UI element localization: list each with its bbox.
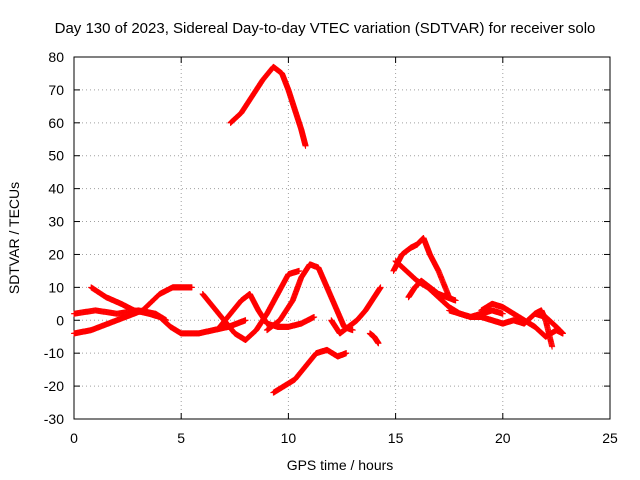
y-tick-label: 0 [56, 312, 64, 328]
axis-ticks: 0 5 10 15 20 25 -30 -20 -10 0 10 20 30 40 50 60 70 80 [44, 49, 618, 446]
data-point [377, 284, 384, 291]
data-point [188, 284, 195, 291]
data-point [343, 350, 350, 357]
x-tick-label: 15 [388, 430, 404, 446]
series-s4 [71, 307, 170, 324]
series-s11 [390, 235, 453, 301]
y-tick-label: 70 [48, 82, 64, 98]
data-point [375, 340, 382, 347]
series-s6 [216, 290, 318, 330]
data-point [349, 327, 356, 334]
plot-frame [73, 56, 611, 420]
y-tick-label: 60 [48, 115, 64, 131]
x-tick-label: 0 [70, 430, 78, 446]
x-axis-label: GPS time / hours [287, 457, 394, 473]
series-s13 [405, 277, 459, 304]
y-tick-label: -30 [44, 411, 64, 427]
data-point [242, 317, 249, 324]
data-point [499, 310, 506, 317]
data-points [71, 63, 566, 396]
series-s9 [328, 284, 384, 337]
series-s10 [366, 330, 382, 347]
data-point [163, 317, 170, 324]
y-tick-label: 40 [48, 181, 64, 197]
chart-title: Day 130 of 2023, Sidereal Day-to-day VTE… [55, 20, 596, 37]
x-tick-label: 20 [495, 430, 511, 446]
y-tick-label: 30 [48, 214, 64, 230]
data-point [452, 297, 459, 304]
series-s1 [227, 63, 309, 149]
x-tick-label: 5 [177, 430, 185, 446]
y-tick-label: -20 [44, 378, 64, 394]
data-point [296, 267, 303, 274]
y-tick-label: 80 [48, 49, 64, 65]
data-point [302, 142, 309, 149]
y-tick-label: 10 [48, 279, 64, 295]
series-s8 [270, 346, 350, 396]
y-tick-label: 50 [48, 148, 64, 164]
y-axis-label: SDTVAR / TECUs [6, 182, 22, 294]
x-tick-label: 10 [281, 430, 297, 446]
series-s2 [71, 284, 195, 337]
y-tick-label: 20 [48, 246, 64, 262]
y-tick-label: -10 [44, 345, 64, 361]
data-point [311, 313, 318, 320]
x-tick-label: 25 [602, 430, 618, 446]
grid-lines [74, 57, 610, 419]
